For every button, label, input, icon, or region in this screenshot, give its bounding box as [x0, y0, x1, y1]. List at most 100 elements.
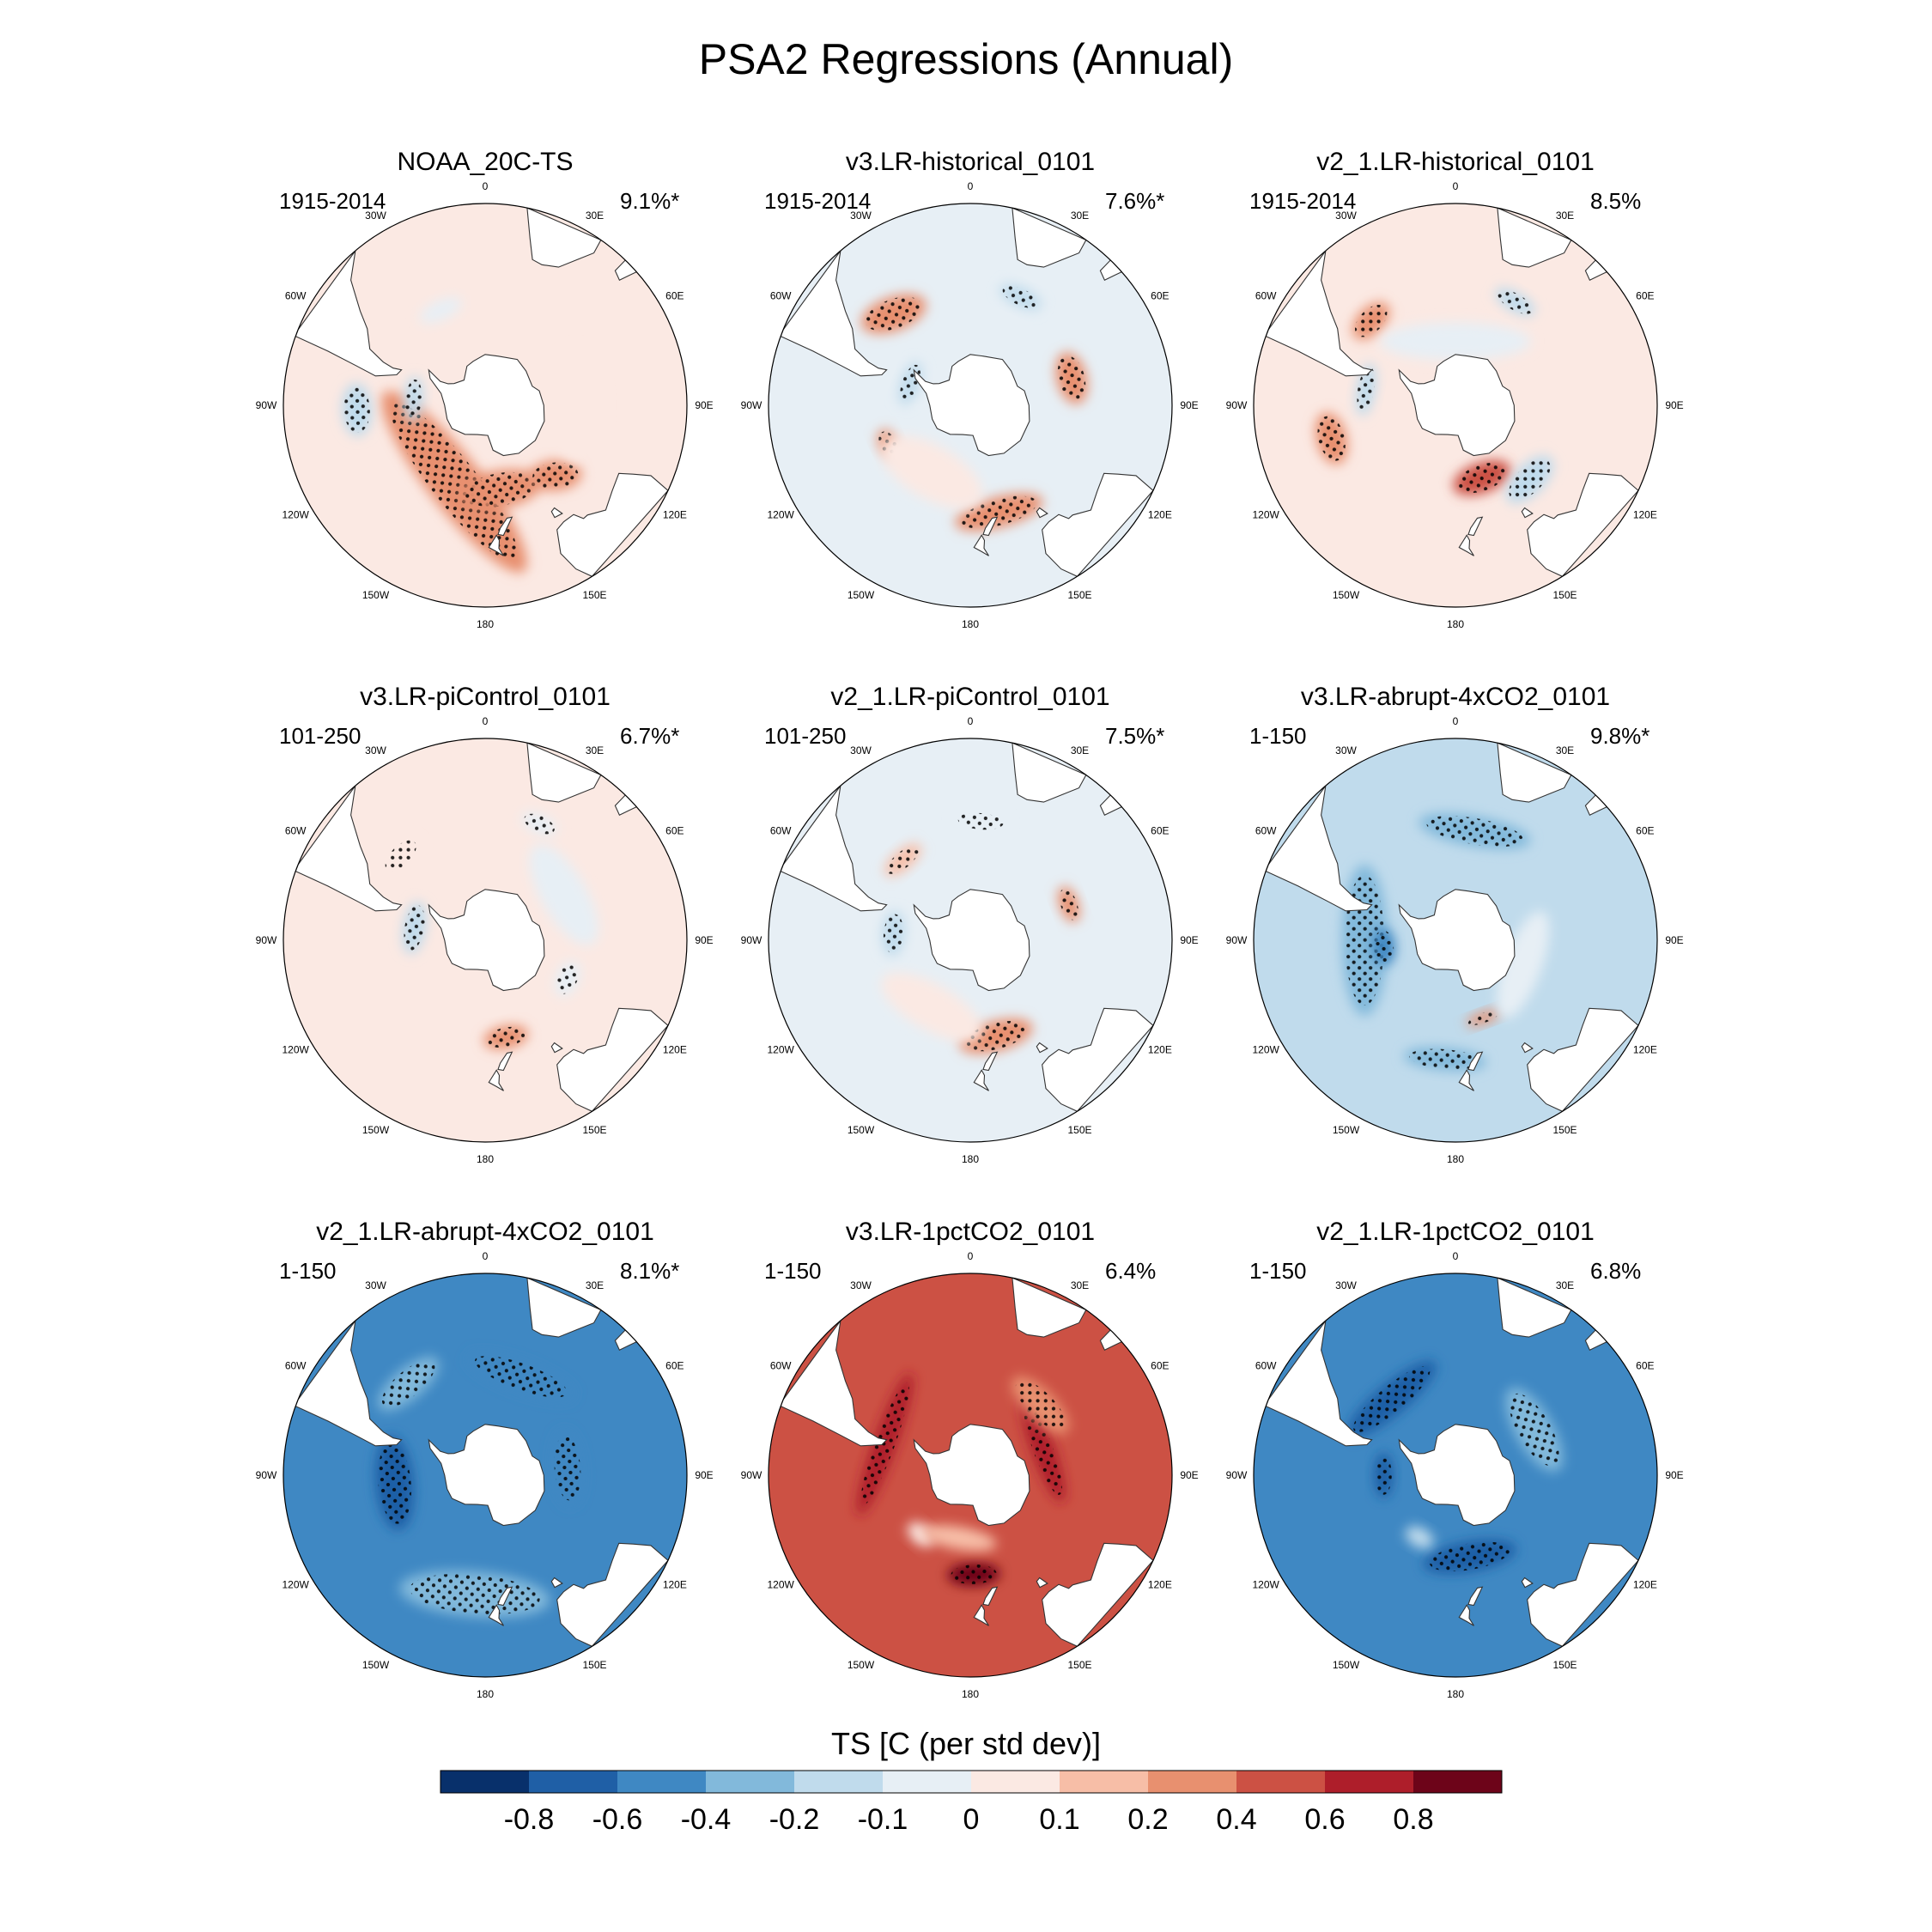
variance-label: 6.4%	[1105, 1258, 1157, 1284]
land-outline	[1398, 354, 1516, 457]
land-outline	[973, 534, 989, 556]
colorbar-swatch	[706, 1771, 794, 1793]
variance-label: 9.8%*	[1590, 723, 1650, 749]
longitude-label: 60E	[1636, 825, 1654, 837]
longitude-label: 90E	[1180, 399, 1198, 411]
significance-stipple	[524, 813, 555, 835]
longitude-label: 0	[1453, 715, 1459, 727]
land-outline	[1036, 507, 1048, 519]
significance-stipple	[1426, 816, 1523, 848]
map-panel: 0 30E 60E 90E 120E 150E 180 150W 120W 90W 60W 30W	[741, 1250, 1199, 1700]
significance-stipple	[1409, 1048, 1481, 1070]
map-panel: 0 30E 60E 90E 120E 150E 180 150W 120W 90W 60W 30W	[256, 715, 714, 1165]
colorbar-swatch	[971, 1771, 1060, 1793]
chart-title: PSA2 Regressions (Annual)	[698, 35, 1234, 83]
anomaly-region	[1497, 911, 1550, 1019]
land-outline	[1458, 1604, 1474, 1626]
longitude-label: 180	[962, 1688, 979, 1700]
period-label: 1-150	[279, 1258, 337, 1284]
longitude-label: 90W	[256, 399, 277, 411]
significance-stipple	[378, 1442, 411, 1524]
land-outline	[913, 354, 1030, 457]
longitude-label: 60E	[1151, 1360, 1169, 1372]
period-label: 1-150	[1249, 723, 1307, 749]
land-outline	[295, 1320, 403, 1447]
longitude-label: 150W	[1333, 1124, 1360, 1136]
longitude-label: 150W	[848, 1124, 875, 1136]
significance-stipple	[1352, 1366, 1431, 1432]
longitude-label: 180	[1447, 1688, 1464, 1700]
colorbar-swatch	[1413, 1771, 1502, 1793]
longitude-label: 90W	[1226, 1469, 1248, 1481]
longitude-label: 60W	[770, 290, 792, 302]
significance-stipple	[1357, 367, 1376, 412]
variance-label: 6.8%	[1590, 1258, 1642, 1284]
land-outline	[556, 472, 669, 577]
longitude-label: 0	[968, 180, 974, 192]
longitude-label: 150E	[1552, 1659, 1577, 1671]
significance-stipple	[532, 462, 579, 489]
longitude-label: 180	[477, 1688, 494, 1700]
map-boundary	[1253, 203, 1658, 608]
land-outline	[1497, 207, 1572, 268]
longitude-label: 30E	[1071, 744, 1089, 756]
land-outline	[488, 1604, 504, 1626]
land-outline	[497, 1051, 513, 1072]
longitude-label: 150W	[362, 589, 390, 601]
longitude-label: 90E	[695, 1469, 713, 1481]
longitude-label: 150W	[848, 589, 875, 601]
colorbar-swatch	[794, 1771, 883, 1793]
land-outline	[1265, 785, 1373, 912]
map-panel: 0 30E 60E 90E 120E 150E 180 150W 120W 90W 60W 30W	[1226, 180, 1684, 630]
map-panel: 0 30E 60E 90E 120E 150E 180 150W 120W 90W 60W 30W	[1226, 1250, 1684, 1700]
land-outline	[497, 516, 513, 537]
longitude-label: 30E	[1071, 1279, 1089, 1291]
longitude-label: 60E	[1636, 290, 1654, 302]
land-outline	[913, 889, 1030, 992]
colorbar-tick-label: 0.8	[1393, 1803, 1433, 1836]
longitude-label: 60E	[665, 825, 683, 837]
land-outline	[1527, 1542, 1639, 1647]
land-outline	[1497, 1277, 1572, 1338]
longitude-label: 120W	[282, 1579, 309, 1591]
longitude-label: 180	[477, 1153, 494, 1165]
longitude-label: 150W	[362, 1124, 390, 1136]
panel-title: v3.LR-historical_0101	[845, 148, 1096, 176]
land-outline	[1521, 507, 1534, 519]
longitude-label: 120E	[1633, 1579, 1657, 1591]
longitude-label: 30W	[850, 744, 872, 756]
period-label: 101-250	[764, 723, 847, 749]
land-outline	[1012, 1277, 1087, 1338]
colorbar-swatch	[1060, 1771, 1148, 1793]
longitude-label: 90W	[741, 934, 762, 946]
land-outline	[556, 1542, 669, 1647]
longitude-label: 60W	[1255, 290, 1277, 302]
longitude-label: 120W	[767, 1044, 794, 1056]
longitude-label: 90E	[695, 399, 713, 411]
significance-stipple	[381, 1360, 435, 1407]
significance-stipple	[1374, 930, 1394, 963]
longitude-label: 30W	[850, 1279, 872, 1291]
significance-stipple	[1456, 462, 1507, 494]
significance-stipple	[404, 905, 425, 951]
land-outline	[488, 1069, 504, 1091]
land-outline	[1042, 472, 1154, 577]
longitude-label: 150E	[1067, 589, 1091, 601]
land-outline	[1467, 1051, 1484, 1072]
longitude-label: 120W	[1252, 1579, 1279, 1591]
significance-stipple	[410, 1573, 540, 1615]
longitude-label: 30W	[365, 1279, 386, 1291]
anomaly-region	[550, 349, 603, 462]
longitude-label: 30W	[365, 744, 386, 756]
significance-stipple	[951, 1564, 997, 1584]
longitude-label: 180	[962, 618, 979, 630]
period-label: 1-150	[764, 1258, 822, 1284]
longitude-label: 0	[1453, 180, 1459, 192]
colorbar-tick-label: -0.6	[592, 1803, 643, 1836]
land-outline	[1458, 534, 1474, 556]
longitude-label: 60W	[770, 825, 792, 837]
significance-stipple	[860, 1382, 909, 1506]
land-outline	[526, 1277, 602, 1338]
longitude-label: 90W	[256, 934, 277, 946]
